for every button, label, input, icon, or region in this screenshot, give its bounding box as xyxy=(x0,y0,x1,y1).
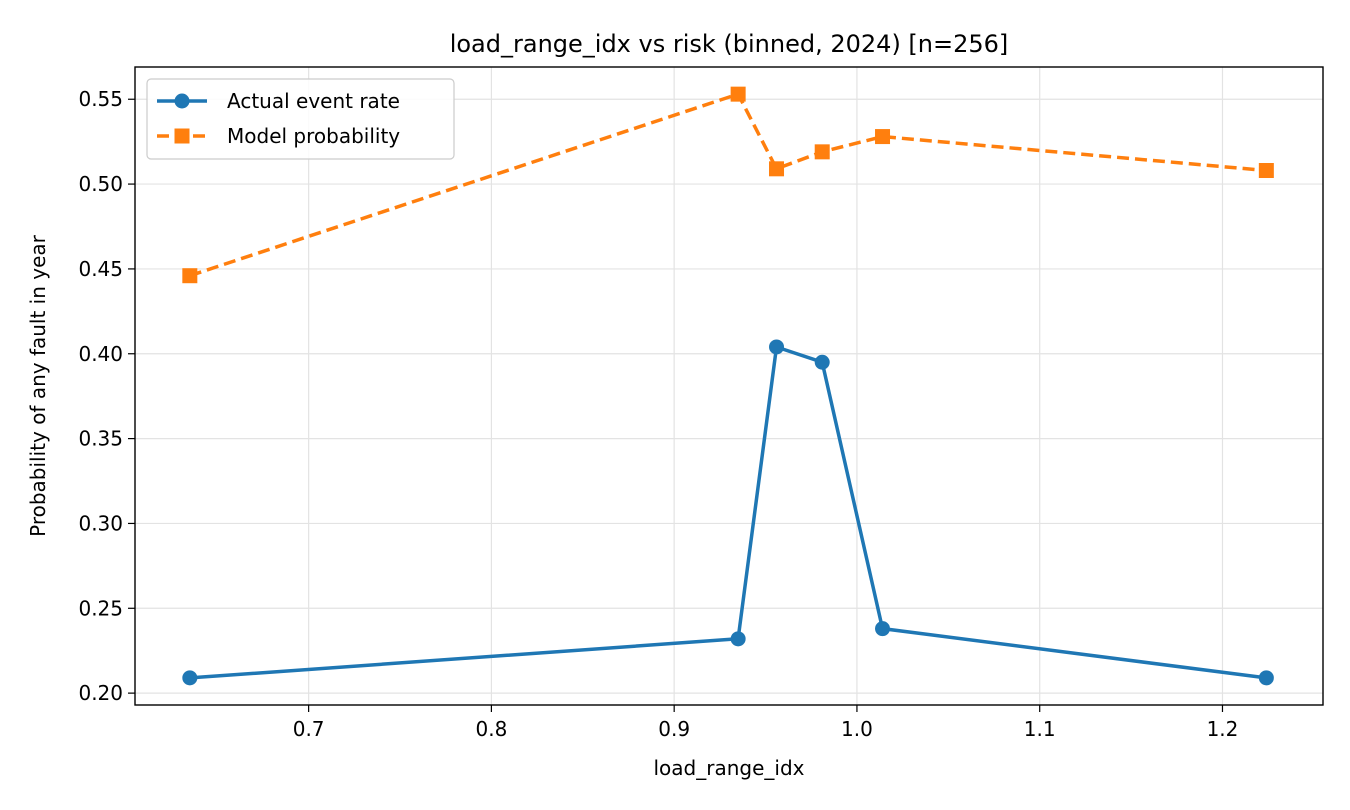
series-model-point xyxy=(875,129,891,145)
x-tick-label: 0.9 xyxy=(658,717,690,741)
series-actual-point xyxy=(814,354,830,370)
plot-frame xyxy=(134,66,1324,706)
series-model-line xyxy=(189,92,1267,278)
y-tick-label: 0.50 xyxy=(78,172,123,196)
series-actual-point xyxy=(182,670,198,686)
y-axis-title: Probability of any fault in year xyxy=(26,234,50,537)
y-tick-label: 0.30 xyxy=(78,511,123,535)
legend-box xyxy=(146,78,455,160)
grid-lines xyxy=(135,67,1323,705)
series-model-point xyxy=(182,268,198,284)
y-tick-label: 0.45 xyxy=(78,257,123,281)
series-actual-line xyxy=(189,345,1267,680)
series-model-point xyxy=(769,161,785,177)
x-tick-label: 0.8 xyxy=(475,717,507,741)
series-model-point xyxy=(814,144,830,160)
series-actual-point xyxy=(1258,670,1274,686)
x-tick-label: 1.2 xyxy=(1207,717,1239,741)
series-actual-point xyxy=(769,339,785,355)
y-tick-label: 0.20 xyxy=(78,681,123,705)
chart-title: load_range_idx vs risk (binned, 2024) [n… xyxy=(450,30,1009,58)
legend-model-marker xyxy=(174,128,190,144)
y-tick-label: 0.55 xyxy=(78,87,123,111)
series-actual-point xyxy=(730,631,746,647)
x-tick-label: 0.7 xyxy=(293,717,325,741)
y-tick-label: 0.25 xyxy=(78,596,123,620)
x-tick-label: 1.0 xyxy=(841,717,873,741)
series-model-point xyxy=(1258,163,1274,179)
legend: Actual event rate Model probability xyxy=(146,78,455,160)
legend-model-label: Model probability xyxy=(227,124,400,148)
y-tick-label: 0.40 xyxy=(78,342,123,366)
series-model-point xyxy=(730,86,746,102)
x-axis-title: load_range_idx xyxy=(654,756,805,780)
x-tick-label: 1.1 xyxy=(1024,717,1056,741)
y-tick-label: 0.35 xyxy=(78,427,123,451)
axis-ticks: 0.7 0.8 0.9 1.0 1.1 1.2 0.20 0.25 0.30 0.35 0.40 0.… xyxy=(78,87,1238,741)
legend-actual-marker xyxy=(174,93,190,109)
series-actual-point xyxy=(875,621,891,637)
plot-series xyxy=(182,86,1274,686)
legend-actual-label: Actual event rate xyxy=(227,89,400,113)
